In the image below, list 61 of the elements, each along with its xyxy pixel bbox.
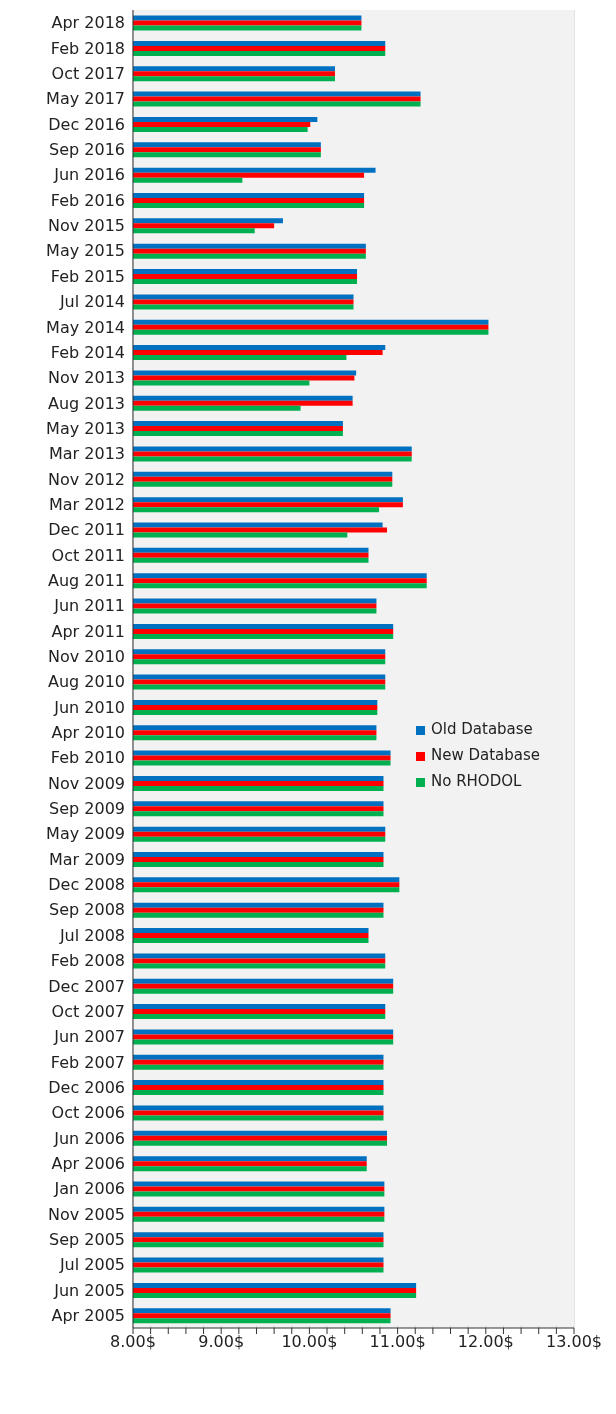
y-tick-label: Feb 2008	[50, 951, 125, 971]
y-tick-label: Oct 2011	[51, 545, 125, 565]
y-tick-label: Nov 2013	[47, 368, 125, 388]
y-tick-label: Mar 2009	[49, 849, 125, 869]
y-tick-label: Dec 2007	[48, 976, 125, 996]
y-tick-label: Jul 2014	[58, 292, 125, 312]
y-tick-label: Sep 2009	[49, 799, 125, 819]
y-tick-label: Mar 2012	[49, 494, 125, 514]
y-tick-label: Apr 2011	[51, 621, 125, 641]
x-tick-label: 12.00$	[457, 1332, 514, 1352]
y-tick-label: May 2014	[46, 317, 125, 337]
y-tick-label: Dec 2011	[48, 520, 125, 540]
x-tick-label: 9.00$	[198, 1332, 245, 1352]
y-tick-label: Jun 2007	[53, 1027, 125, 1047]
y-tick-label: Apr 2006	[51, 1153, 125, 1173]
y-tick-label: May 2017	[46, 89, 125, 109]
y-tick-label: Jun 2010	[53, 697, 125, 717]
y-tick-label: Apr 2010	[51, 723, 125, 743]
y-tick-label: Feb 2015	[50, 266, 125, 286]
y-tick-label: Oct 2006	[51, 1103, 125, 1123]
y-tick-label: May 2015	[46, 241, 125, 261]
y-tick-label: Sep 2005	[49, 1229, 125, 1249]
y-tick-label: Jul 2005	[58, 1255, 125, 1275]
y-tick-label: Jun 2006	[53, 1128, 125, 1148]
y-tick-label: Jul 2008	[58, 925, 125, 945]
y-tick-label: Dec 2006	[48, 1077, 125, 1097]
y-tick-label: Nov 2012	[47, 469, 125, 489]
y-tick-label: Feb 2010	[50, 748, 125, 768]
y-tick-label: Jun 2005	[53, 1280, 125, 1300]
y-tick-label: Dec 2016	[48, 114, 125, 134]
y-tick-label: Oct 2017	[51, 64, 125, 84]
legend-label: Old Database	[431, 720, 534, 738]
y-tick-label: Nov 2005	[47, 1204, 125, 1224]
x-tick-label: 8.00$	[110, 1332, 156, 1352]
y-tick-label: May 2009	[46, 824, 125, 844]
y-tick-label: Jun 2016	[53, 165, 125, 185]
y-tick-label: Nov 2015	[47, 216, 125, 236]
y-tick-label: Mar 2013	[49, 444, 125, 464]
y-tick-label: Aug 2013	[47, 393, 125, 413]
y-tick-label: Sep 2016	[49, 140, 125, 160]
y-tick-label: Apr 2005	[51, 1306, 125, 1326]
x-tick-label: 10.00$	[281, 1332, 338, 1352]
y-tick-label: Nov 2009	[47, 773, 125, 793]
y-tick-label: Feb 2014	[50, 342, 125, 362]
y-tick-label: Sep 2008	[49, 900, 125, 920]
y-tick-label: Oct 2007	[51, 1001, 125, 1021]
legend-label: No RHODOL	[431, 772, 523, 790]
x-tick-label: 13.00$	[546, 1332, 602, 1352]
y-tick-label: Nov 2010	[47, 647, 125, 667]
y-tick-label: Aug 2011	[47, 570, 125, 590]
y-tick-label: Jan 2006	[53, 1179, 125, 1199]
y-tick-label: Aug 2010	[47, 672, 125, 692]
y-tick-label: May 2013	[46, 418, 125, 438]
x-tick-label: 11.00$	[369, 1332, 426, 1352]
y-tick-label: Jun 2011	[53, 596, 125, 616]
y-tick-label: Feb 2016	[50, 190, 125, 210]
y-tick-label: Apr 2018	[51, 13, 125, 33]
y-tick-label: Feb 2018	[50, 38, 125, 58]
y-tick-label: Feb 2007	[50, 1052, 125, 1072]
y-tick-label: Dec 2008	[48, 875, 125, 895]
legend-label: New Database	[431, 746, 542, 764]
